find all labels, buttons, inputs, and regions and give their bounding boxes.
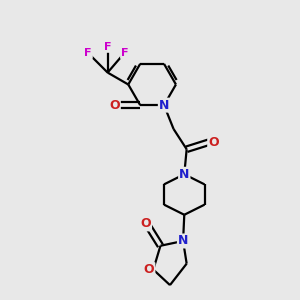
Text: O: O — [140, 218, 151, 230]
Text: N: N — [159, 99, 169, 112]
Text: O: O — [144, 263, 154, 276]
Text: O: O — [208, 136, 219, 148]
Text: O: O — [109, 99, 120, 112]
Text: F: F — [104, 42, 111, 52]
Text: N: N — [179, 168, 190, 181]
Text: N: N — [178, 235, 188, 248]
Text: F: F — [121, 48, 128, 58]
Text: F: F — [84, 48, 92, 58]
